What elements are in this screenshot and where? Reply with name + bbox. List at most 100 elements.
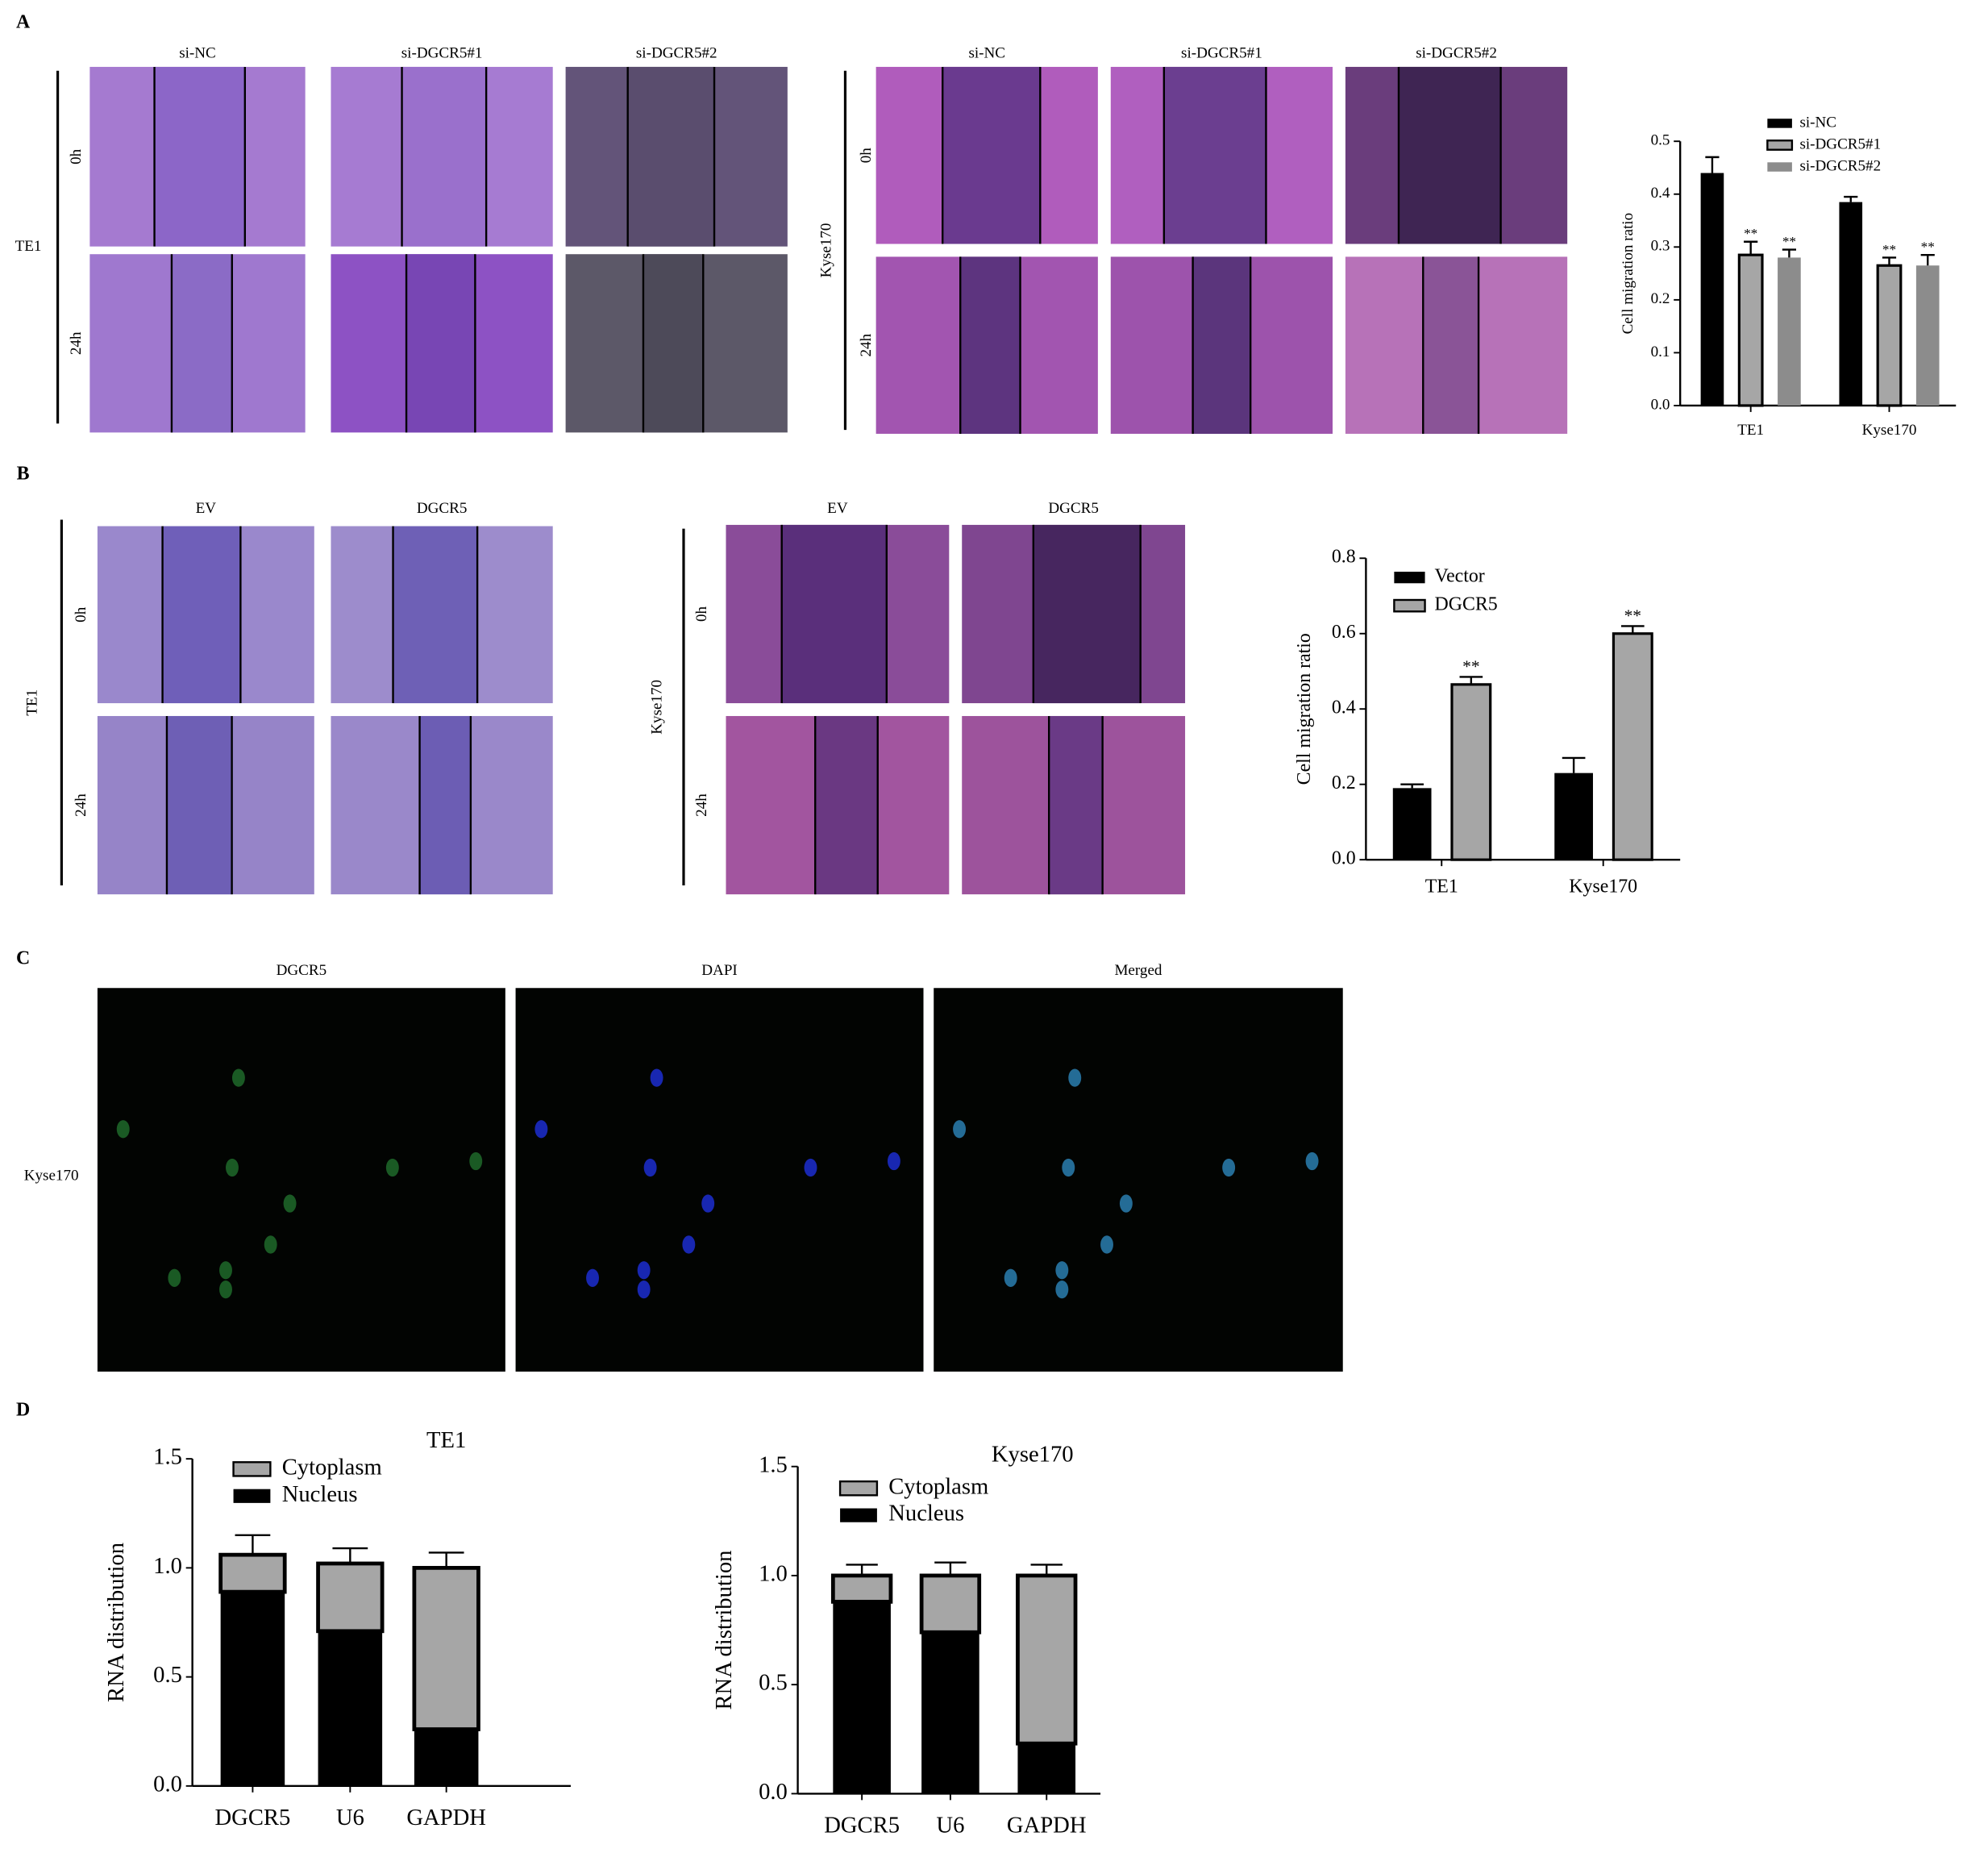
cell-signal: [682, 1235, 696, 1254]
y-tick-label: 0.5: [153, 1662, 182, 1688]
error-bar: [332, 1547, 368, 1564]
cell-signal: [469, 1151, 483, 1171]
y-tick-label: 0.5: [759, 1670, 788, 1696]
wound-gap: [643, 254, 704, 433]
error-bar: [1620, 625, 1645, 634]
error-bar: [1030, 1564, 1063, 1576]
error-bar: [1744, 240, 1758, 256]
bar: [1778, 257, 1801, 406]
row-label: 24h: [858, 333, 875, 356]
cell-signal: [283, 1194, 297, 1213]
error-bar: [1562, 756, 1586, 773]
cell-signal: [953, 1120, 966, 1139]
column-label: si-NC: [968, 44, 1005, 61]
row-label: 0h: [73, 606, 89, 623]
bar: [1392, 788, 1432, 860]
cell-line-label: TE1: [24, 689, 41, 716]
cell-signal: [1055, 1280, 1069, 1299]
y-tick-label: 0.6: [1332, 622, 1356, 643]
bar-segment: [833, 1601, 891, 1794]
y-tick-label: 0.3: [1651, 238, 1670, 255]
cell-line-label: Kyse170: [24, 1168, 79, 1185]
legend-swatch: [1766, 140, 1794, 151]
y-tick-label: 0.0: [1332, 848, 1356, 869]
cell-signal: [643, 1158, 657, 1177]
wound-gap: [162, 526, 241, 704]
y-tick-label: 0.0: [1651, 396, 1670, 413]
wound-gap: [154, 66, 245, 247]
legend-label: Cytoplasm: [888, 1473, 988, 1499]
error-bar: [235, 1534, 271, 1555]
cell-signal: [1068, 1068, 1082, 1087]
column-label: DAPI: [701, 962, 738, 979]
legend-label: DGCR5: [1434, 594, 1497, 615]
y-tick-label: 0.5: [1651, 132, 1670, 149]
panel-letter: C: [16, 948, 30, 969]
bar-segment: [318, 1630, 383, 1786]
y-axis-label: Cell migration ratio: [1620, 213, 1637, 334]
x-tick-label: DGCR5: [824, 1812, 900, 1838]
wound-gap: [419, 715, 471, 895]
cell-signal: [637, 1280, 651, 1299]
cell-signal: [1062, 1158, 1075, 1177]
column-label: DGCR5: [417, 500, 468, 517]
y-tick-label: 0.4: [1651, 185, 1670, 202]
bar: [1554, 772, 1593, 860]
column-label: Merged: [1114, 962, 1162, 979]
wound-gap: [171, 254, 232, 433]
cell-signal: [219, 1261, 232, 1280]
legend-label: Nucleus: [888, 1501, 964, 1526]
column-label: si-DGCR5#2: [1416, 44, 1497, 61]
wound-gap: [406, 254, 476, 433]
cell-signal: [637, 1261, 651, 1280]
y-tick-label: 0.4: [1332, 698, 1356, 718]
wound-gap: [1049, 715, 1103, 895]
chart-title: Kyse170: [992, 1442, 1074, 1468]
error-bar: [934, 1561, 967, 1576]
column-label: si-DGCR5#1: [401, 44, 483, 61]
y-tick-label: 0.2: [1332, 772, 1356, 793]
x-tick-label: U6: [336, 1805, 364, 1830]
y-tick-label: 0.0: [153, 1771, 182, 1797]
panel-letter: A: [16, 11, 31, 32]
y-tick-label: 0.1: [1651, 344, 1670, 360]
significance-label: **: [1624, 606, 1641, 626]
x-tick-label: DGCR5: [214, 1805, 290, 1830]
cell-signal: [1055, 1261, 1069, 1280]
y-tick-label: 1.0: [153, 1553, 182, 1579]
bar-segment: [1017, 1743, 1076, 1794]
cell-signal: [534, 1120, 548, 1139]
bar: [1737, 253, 1764, 407]
error-bar: [846, 1564, 878, 1576]
cell-signal: [1100, 1235, 1113, 1254]
wound-gap: [627, 66, 715, 247]
legend-label: Nucleus: [282, 1481, 358, 1507]
bar-segment: [412, 1565, 480, 1731]
wound-gap: [781, 524, 887, 704]
significance-label: **: [1782, 234, 1796, 249]
y-tick-label: 1.5: [759, 1451, 788, 1477]
error-bar: [1459, 676, 1483, 685]
wound-gap: [1192, 256, 1251, 434]
cell-signal: [226, 1158, 239, 1177]
wound-gap: [1163, 66, 1266, 244]
x-tick-label: TE1: [1425, 877, 1458, 897]
fluorescence-image: [97, 988, 505, 1372]
row-label: 0h: [693, 606, 710, 622]
significance-label: **: [1921, 239, 1935, 254]
cell-line-label: Kyse170: [649, 680, 666, 735]
wound-gap: [942, 66, 1041, 244]
y-axis-label: RNA distribution: [711, 1551, 737, 1710]
cell-line-label: TE1: [15, 238, 42, 255]
legend-swatch: [1767, 162, 1792, 172]
y-tick-label: 1.0: [759, 1560, 788, 1586]
column-label: EV: [196, 500, 217, 517]
error-bar: [1400, 783, 1424, 789]
fluorescence-image: [934, 988, 1343, 1372]
wound-gap: [1033, 524, 1141, 704]
x-tick-label: TE1: [1737, 422, 1764, 439]
significance-label: **: [1882, 242, 1896, 257]
cell-signal: [1004, 1268, 1017, 1287]
bar-segment: [919, 1573, 982, 1635]
